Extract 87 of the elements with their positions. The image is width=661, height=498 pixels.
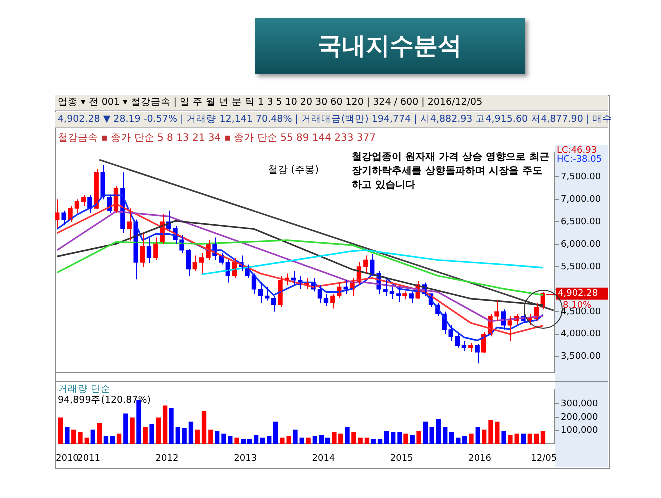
bar	[384, 431, 390, 444]
text: 철강금속 ▪ 종가 단순 5 8 13 21 34 ▪ 종가 단순 55 89 144 233 377	[58, 132, 378, 145]
bar	[476, 427, 480, 444]
x-tick-label: 2012	[156, 454, 179, 464]
bar	[260, 438, 266, 444]
bar	[215, 431, 220, 444]
y-tick-label: 200,000	[561, 412, 598, 423]
x-tick-label: 2011	[78, 454, 101, 464]
bar	[90, 430, 96, 444]
bar	[345, 427, 350, 444]
bar	[116, 434, 122, 444]
bar	[482, 430, 487, 444]
bar	[508, 435, 513, 444]
bar	[58, 418, 64, 444]
bar	[234, 438, 240, 444]
bar	[534, 434, 540, 444]
bar	[267, 436, 272, 444]
bar	[124, 414, 128, 444]
bar	[540, 431, 546, 444]
bar	[410, 435, 415, 444]
y-tick-label: 7,000.00	[561, 194, 602, 205]
bar	[84, 438, 90, 444]
y-tick-label: 7,500.00	[561, 172, 602, 182]
chart-title: 국내지수분석	[255, 18, 525, 74]
bar	[312, 436, 318, 444]
bar	[130, 418, 135, 444]
bar	[449, 432, 454, 444]
bar	[202, 411, 207, 444]
bar	[273, 422, 278, 444]
bar	[162, 406, 168, 444]
x-tick-label: 2013	[234, 454, 258, 464]
x-tick-label: 12/05	[531, 454, 558, 464]
bar	[188, 422, 194, 444]
bar	[398, 432, 402, 444]
annotation: 철강업종이 원자재 가격 상승 영향으로 최근 장기하락추세를 상향돌파하며 시장을 주도하고 있습니다	[352, 151, 550, 192]
bar	[110, 436, 116, 444]
bar	[65, 427, 70, 444]
bar	[169, 408, 174, 444]
text: 철강 (주봉)	[268, 164, 319, 177]
bar	[300, 438, 304, 444]
bar	[443, 427, 448, 444]
annotation: 94,899주(120.87%)	[58, 394, 151, 407]
y-tick-label: 6,000.00	[561, 240, 602, 250]
y-tick-label: 4,000.00	[561, 330, 602, 340]
bar	[143, 427, 148, 444]
bar	[358, 438, 363, 444]
bar	[436, 419, 442, 444]
bar	[378, 439, 383, 444]
y-tick-label: 100,000	[561, 426, 598, 436]
x-tick-label: 2014	[312, 454, 336, 464]
bar	[352, 432, 356, 444]
x-tick-label: 2010	[56, 454, 80, 464]
bar	[150, 424, 154, 444]
annotation: 거래량 단순	[58, 383, 112, 396]
text: HC:-38.05	[557, 155, 602, 165]
text: 업종 ▾ 전 001 ▾ 철강금속 | 일 주 월 년 분 틱 1 3 5 10 20 30 60 120 | 324 / 600 | 2016/12/05	[55, 95, 608, 111]
text: 4,902.28 ▼ 28.19 -0.57% | 거래량 12,141 70.48% | 거래대금(백만) 194,774 | 시4,882.93 고4,915.60 저4,877.90 | 매수	[57, 113, 613, 127]
bar	[306, 438, 311, 444]
bar	[430, 427, 434, 444]
bar	[208, 430, 214, 444]
bar	[156, 418, 161, 444]
x-tick-label: 2015	[390, 454, 414, 464]
bar	[521, 434, 526, 444]
bar	[371, 439, 376, 444]
y-tick-label: 3,500.00	[561, 352, 602, 362]
x-tick-label: 2016	[468, 454, 492, 464]
annotation: 4,902.28	[558, 289, 598, 300]
bar	[97, 423, 102, 444]
bar	[254, 435, 259, 444]
bar	[423, 422, 428, 444]
y-tick-label: 6,500.00	[561, 217, 602, 228]
bar	[391, 432, 396, 444]
bar	[195, 430, 200, 444]
bar	[364, 438, 370, 444]
bar	[514, 434, 520, 444]
y-tick-label: 5,500.00	[561, 262, 602, 272]
bar	[469, 434, 474, 444]
y-tick-label: 300,000	[561, 399, 598, 410]
bar	[78, 432, 83, 444]
bar	[404, 434, 408, 444]
bar	[293, 430, 298, 444]
bar	[72, 430, 76, 444]
text: LC:46.93	[557, 146, 598, 156]
bar	[104, 436, 109, 444]
bar	[528, 434, 532, 444]
bar	[416, 431, 422, 444]
bar	[502, 431, 506, 444]
